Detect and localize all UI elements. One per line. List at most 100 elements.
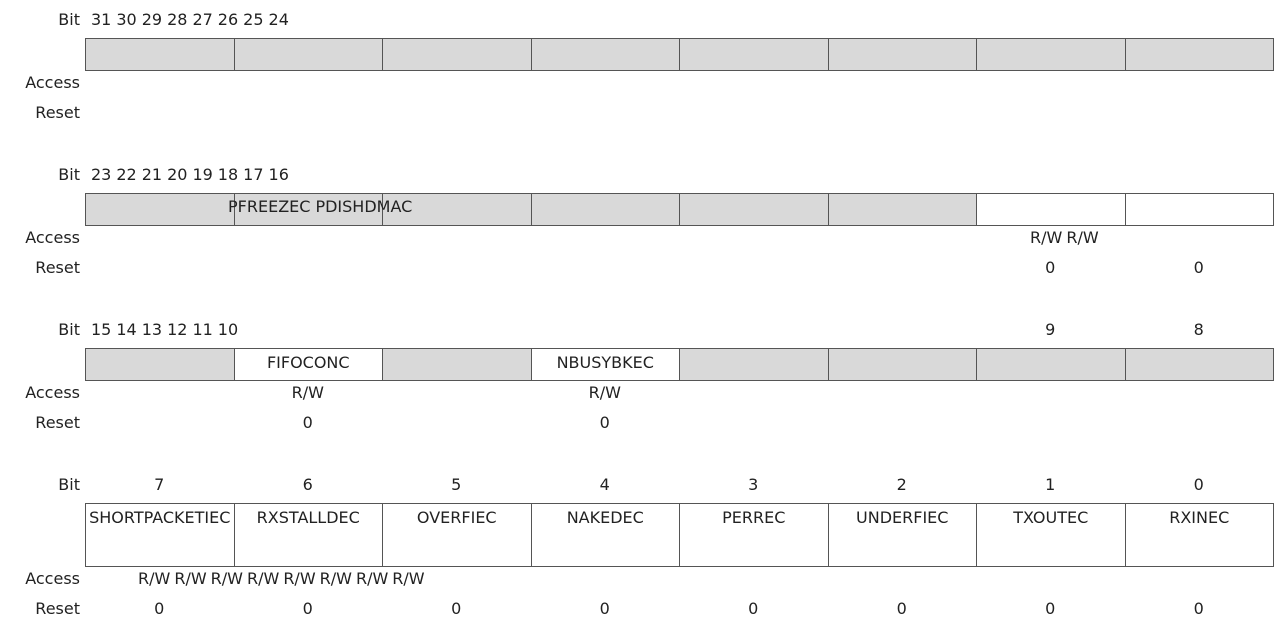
access-value: R/W [1030, 228, 1063, 247]
field-cell: OVERFIEC [382, 503, 532, 567]
field-name: PDISHDMAC [315, 197, 413, 216]
reset-value: 0 [1193, 258, 1204, 277]
field-cell [827, 348, 977, 381]
field-cell [827, 38, 977, 71]
reset-label: Reset [35, 413, 80, 432]
bit-number: 7 [154, 475, 165, 494]
field-cell [827, 193, 977, 226]
field-cell [679, 38, 829, 71]
bit-label: Bit [58, 10, 80, 29]
access-value: R/W [588, 383, 621, 402]
field-cell [382, 348, 532, 381]
reset-value: 0 [451, 599, 462, 618]
reset-value: 0 [1045, 258, 1056, 277]
field-cell [530, 193, 680, 226]
access-value: R/W [355, 569, 389, 588]
reset-label: Reset [35, 599, 80, 618]
reset-value: 0 [1193, 599, 1204, 618]
reset-label: Reset [35, 103, 80, 122]
bit-numbers: 31 30 29 28 27 26 25 24 [91, 10, 289, 30]
bit-number: 4 [599, 475, 610, 494]
bit-number: 26 [217, 10, 239, 29]
reset-value: 0 [1045, 599, 1056, 618]
bit-number: 20 [167, 165, 188, 184]
access-value: R/W [319, 569, 352, 588]
access-value: R/W [138, 569, 171, 588]
bit-number: 28 [167, 10, 188, 29]
field-cell [976, 193, 1126, 226]
bit-label: Bit [58, 165, 80, 184]
bit-number: 1 [1045, 475, 1056, 494]
access-label: Access [25, 569, 80, 588]
bit-number: 22 [116, 165, 137, 184]
bit-number: 31 [91, 10, 112, 29]
field-names: PFREEZEC PDISHDMAC [228, 197, 412, 217]
field-cell [382, 38, 532, 71]
reset-value: 0 [599, 599, 610, 618]
bit-numbers: 23 22 21 20 19 18 17 16 [91, 165, 289, 185]
field-cell: SHORTPACKETIEC [85, 503, 235, 567]
field-cell [233, 38, 383, 71]
field-cell [679, 348, 829, 381]
bit-number: 11 [192, 320, 213, 339]
access-value: R/W [392, 569, 425, 588]
access-value: R/W [246, 569, 280, 588]
bit-number: 24 [268, 10, 289, 29]
field-cell [85, 348, 235, 381]
field-cell: UNDERFIEC [827, 503, 977, 567]
reset-value: 0 [302, 413, 313, 432]
field-cell: TXOUTEC [976, 503, 1126, 567]
field-cell [976, 348, 1126, 381]
field-cell [85, 38, 235, 71]
field-cell [1124, 38, 1274, 71]
bit-number: 14 [116, 320, 137, 339]
reset-value: 0 [896, 599, 907, 618]
bit-number: 18 [217, 165, 239, 184]
bit-number: 15 [91, 320, 112, 339]
bit-number: 29 [141, 10, 163, 29]
bit-label: Bit [58, 475, 80, 494]
field-cell [1124, 193, 1274, 226]
bit-number: 13 [141, 320, 163, 339]
bit-number: 6 [302, 475, 313, 494]
field-cell: NBUSYBKEC [530, 348, 680, 381]
field-cell: NAKEDEC [530, 503, 680, 567]
reset-value: 0 [748, 599, 759, 618]
bit-number: 9 [1045, 320, 1056, 339]
reset-value: 0 [154, 599, 165, 618]
bit-number: 8 [1193, 320, 1204, 339]
field-cell [976, 38, 1126, 71]
field-cell [530, 38, 680, 71]
access-values: R/W R/W [1030, 228, 1099, 248]
bit-label: Bit [58, 320, 80, 339]
access-label: Access [25, 73, 80, 92]
bit-number: 23 [91, 165, 112, 184]
bit-number: 21 [141, 165, 163, 184]
bit-number: 17 [243, 165, 264, 184]
field-name: PFREEZEC [228, 197, 311, 216]
bit-number: 5 [451, 475, 462, 494]
access-value: R/W [1066, 228, 1099, 247]
access-values: R/W R/W R/W R/W R/W R/W R/W R/W [138, 569, 425, 589]
bit-number: 19 [192, 165, 213, 184]
field-cell [382, 193, 532, 226]
bit-number: 27 [192, 10, 213, 29]
bit-number: 3 [748, 475, 759, 494]
bit-number: 16 [268, 165, 289, 184]
access-value: R/W [291, 383, 324, 402]
bit-number: 25 [243, 10, 264, 29]
field-cell: RXINEC [1124, 503, 1274, 567]
access-value: R/W [174, 569, 207, 588]
bit-number: 2 [896, 475, 907, 494]
field-cell [233, 193, 383, 226]
field-cell: RXSTALLDEC [233, 503, 383, 567]
access-label: Access [25, 383, 80, 402]
field-cell [85, 193, 235, 226]
bit-number: 30 [116, 10, 137, 29]
field-cell: PERREC [679, 503, 829, 567]
access-value: R/W [283, 569, 316, 588]
bit-numbers: 15 14 13 12 11 10 [91, 320, 238, 340]
bit-number: 10 [217, 320, 239, 339]
bit-number: 0 [1193, 475, 1204, 494]
field-cell: FIFOCONC [233, 348, 383, 381]
